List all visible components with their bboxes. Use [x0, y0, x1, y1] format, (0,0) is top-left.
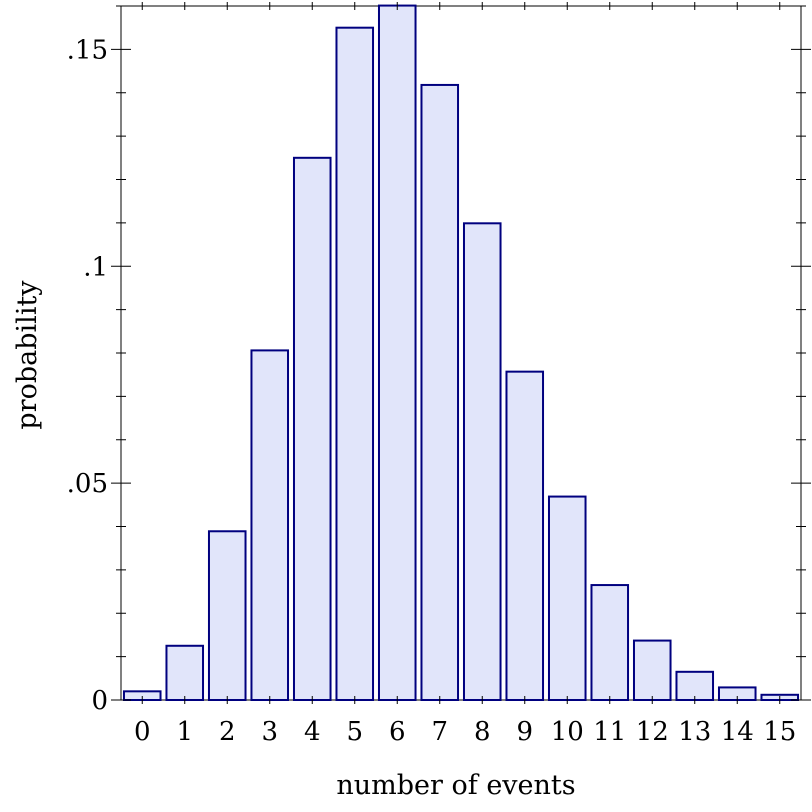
bars-group — [122, 4, 800, 702]
x-tick-label: 3 — [261, 717, 278, 747]
x-tick-label: 12 — [636, 717, 669, 747]
x-tick-label: 2 — [219, 717, 236, 747]
x-axis-title: number of events — [336, 770, 575, 801]
bar-10 — [547, 495, 587, 701]
x-tick-label: 4 — [304, 717, 321, 747]
y-tick-label: .15 — [67, 35, 108, 65]
y-tick-label: .1 — [83, 252, 108, 282]
bar-2 — [207, 530, 247, 702]
bar-11 — [590, 584, 630, 701]
x-axis: 0 1 2 3 4 5 6 7 8 9 10 11 12 13 14 15 — [134, 2, 796, 747]
x-tick-label: 11 — [593, 717, 626, 747]
bar-1 — [165, 644, 205, 702]
bar-9 — [505, 370, 545, 701]
x-tick-label: 13 — [678, 717, 711, 747]
x-tick-label: 14 — [721, 717, 754, 747]
y-axis-title: probability — [12, 280, 43, 430]
bar-5 — [335, 26, 375, 701]
bar-12 — [632, 639, 672, 702]
bar-6 — [377, 4, 417, 701]
x-tick-label: 7 — [431, 717, 448, 747]
x-tick-label: 1 — [176, 717, 193, 747]
bar-3 — [250, 349, 290, 701]
bar-4 — [292, 156, 332, 701]
y-tick-label: .05 — [67, 469, 108, 499]
x-tick-label: 6 — [389, 717, 406, 747]
y-tick-label: 0 — [91, 686, 108, 716]
x-tick-label: 10 — [551, 717, 584, 747]
x-tick-label: 8 — [474, 717, 491, 747]
bar-8 — [462, 222, 502, 701]
x-tick-label: 5 — [346, 717, 363, 747]
x-tick-label: 9 — [516, 717, 533, 747]
bar-13 — [675, 670, 715, 701]
x-tick-label: 15 — [763, 717, 796, 747]
bar-7 — [420, 83, 460, 701]
y-axis: 0 .05 .1 .15 — [67, 5, 811, 716]
x-tick-label: 0 — [134, 717, 151, 747]
